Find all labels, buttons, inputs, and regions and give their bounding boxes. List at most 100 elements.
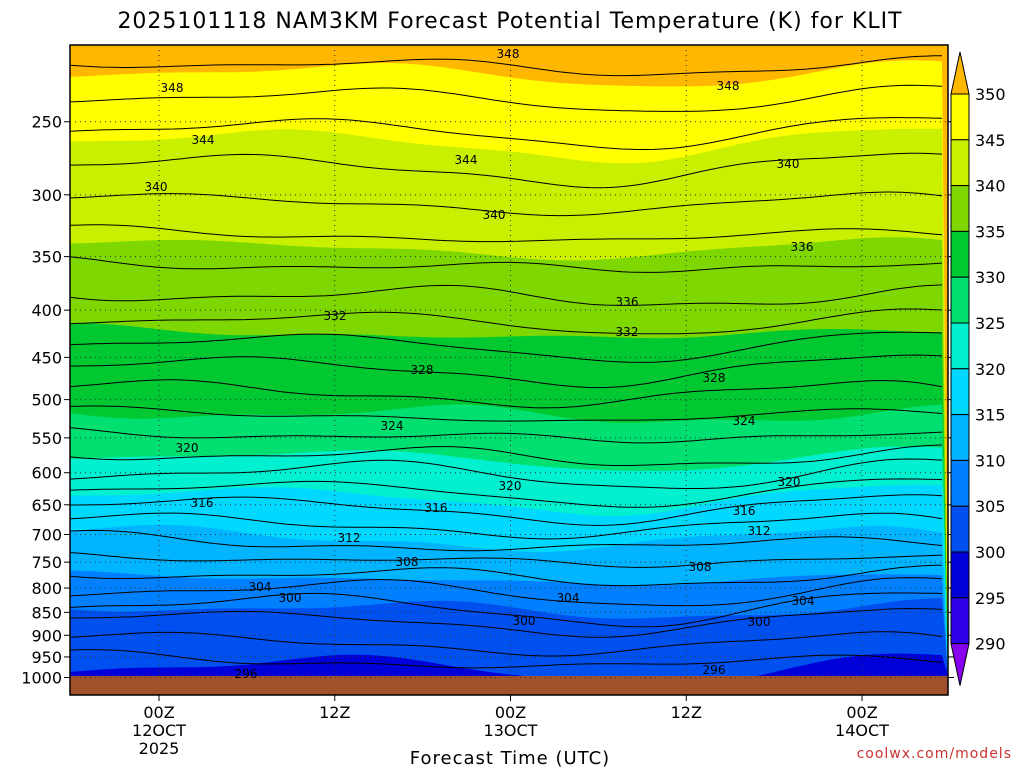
colorbar-swatch [950, 459, 970, 507]
contour-line [69, 577, 943, 607]
contour-line [69, 405, 943, 422]
contour-line [69, 55, 942, 77]
contour-line [69, 512, 943, 540]
y-axis: 250 300 350 400 450 500 550 600 650 700 750 800 850 9… [21, 113, 954, 688]
colorbar-swatch [950, 505, 970, 553]
contour-label: 304 [557, 591, 580, 605]
contour-label: 300 [513, 614, 536, 628]
colorbar-swatch [950, 139, 970, 187]
contour-line [69, 256, 943, 273]
x-axis-label: Forecast Time (UTC) [410, 748, 610, 768]
colorbar-top-arrow [950, 51, 970, 95]
contour-line [69, 331, 943, 363]
contour-label: 296 [703, 663, 726, 677]
y-tick-label: 250 [31, 113, 62, 132]
colorbar: 350 345 340 335 330 325 320 315 310 305 300 295 290 [950, 51, 1006, 686]
y-tick-label: 700 [31, 526, 62, 545]
contour-label: 304 [249, 580, 272, 594]
contour-label: 332 [616, 325, 639, 339]
contour-line [69, 379, 943, 409]
contour-line [69, 529, 943, 552]
contour-line [69, 84, 943, 112]
x-tick-label: 12Z [671, 703, 702, 722]
contour-label: 348 [161, 81, 184, 95]
x-tick-label: 14OCT [835, 721, 889, 740]
contour-label: 328 [411, 363, 434, 377]
chart-title: 2025101118 NAM3KM Forecast Potential Tem… [117, 9, 902, 34]
contour-label: 348 [497, 47, 520, 61]
y-tick-label: 400 [31, 301, 62, 320]
colorbar-swatch [950, 368, 970, 416]
colorbar-label: 325 [975, 314, 1006, 333]
contour-label: 320 [176, 441, 199, 455]
contour-label: 316 [425, 501, 448, 515]
contour-line [69, 152, 943, 189]
contour-line [70, 494, 943, 526]
contour-line [69, 631, 943, 657]
colorbar-swatch [950, 93, 970, 141]
colorbar-label: 335 [975, 222, 1006, 241]
contour-line [69, 284, 943, 306]
colorbar-label: 320 [975, 360, 1006, 379]
contour-label: 328 [703, 371, 726, 385]
credit-text[interactable]: coolwx.com/models [857, 746, 1012, 762]
colorbar-label: 310 [975, 451, 1006, 470]
x-tick-label: 12OCT [132, 721, 186, 740]
contour-label: 308 [689, 560, 712, 574]
y-tick-label: 1000 [21, 669, 62, 688]
plot-border [69, 44, 949, 696]
contour-line [69, 478, 943, 508]
contour-label: 332 [324, 309, 347, 323]
colorbar-swatch [950, 276, 970, 324]
y-tick-label: 300 [31, 186, 62, 205]
colorbar-bottom-arrow [950, 643, 970, 686]
contour-line [69, 308, 943, 335]
contour-line [69, 649, 943, 669]
contour-label: 312 [748, 524, 771, 538]
contour-line [69, 564, 943, 587]
colorbar-label: 295 [975, 589, 1006, 608]
y-tick-label: 650 [31, 496, 62, 515]
y-tick-label: 750 [31, 553, 62, 572]
contour-label: 316 [733, 504, 756, 518]
colorbar-label: 345 [975, 131, 1006, 150]
y-tick-label: 500 [31, 391, 62, 410]
colorbar-label: 315 [975, 406, 1006, 425]
y-tick-label: 800 [31, 579, 62, 598]
colorbar-swatch [950, 597, 970, 645]
contour-label: 348 [717, 79, 740, 93]
contour-label: 344 [192, 133, 215, 147]
contour-label: 340 [145, 180, 168, 194]
y-tick-label: 600 [31, 464, 62, 483]
x-tick-label: 13OCT [484, 721, 538, 740]
contour-label: 320 [499, 479, 522, 493]
contour-label: 296 [235, 667, 258, 681]
colorbar-swatch [950, 414, 970, 461]
colorbar-label: 290 [975, 635, 1006, 654]
x-tick-label: 00Z [846, 703, 877, 722]
contour-line [69, 592, 943, 628]
contour-line [69, 444, 943, 466]
y-tick-label: 950 [31, 648, 62, 667]
contour-label: 336 [791, 240, 814, 254]
contour-label: 324 [381, 419, 404, 433]
y-tick-label: 850 [31, 603, 62, 622]
contour-line [69, 224, 943, 243]
y-tick-label: 350 [31, 248, 62, 267]
contour-label: 312 [338, 531, 361, 545]
colorbar-swatch [950, 185, 970, 232]
x-tick-label: 2025 [139, 739, 180, 758]
contour-labels: 348 348 348 344 344 340 340 340 336 336 332 332 328 3… [145, 47, 815, 681]
x-tick-label: 00Z [143, 703, 174, 722]
grid-lines [70, 45, 948, 678]
colorbar-swatch [950, 230, 970, 278]
contour-label: 340 [777, 157, 800, 171]
contour-label: 300 [279, 591, 302, 605]
contour-label: 344 [455, 153, 478, 167]
colorbar-label: 350 [975, 85, 1006, 104]
contour-label: 324 [733, 414, 756, 428]
plot-frame [69, 44, 949, 696]
x-tick-label: 00Z [495, 703, 526, 722]
